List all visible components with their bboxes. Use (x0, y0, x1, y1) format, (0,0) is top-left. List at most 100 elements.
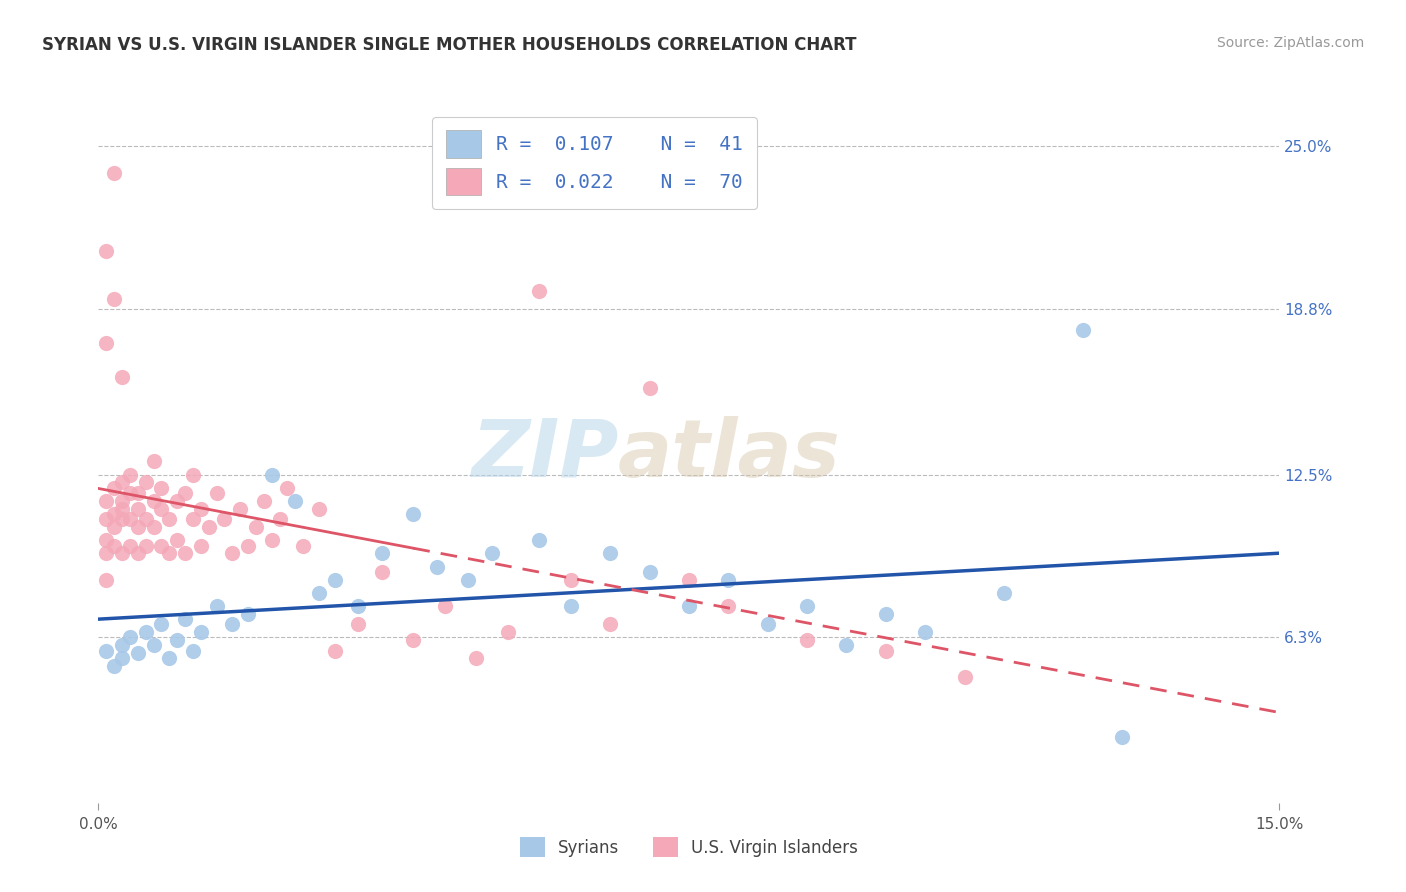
Point (292, 539, 315, 553)
Point (111, 546, 134, 560)
Point (96, 494, 118, 508)
Point (166, 533, 188, 548)
Point (174, 612, 197, 626)
Point (103, 292, 125, 306)
Point (118, 512, 141, 526)
Point (457, 573, 479, 587)
Point (205, 486, 228, 500)
Text: atlas: atlas (619, 416, 841, 494)
Point (118, 631, 141, 645)
Point (103, 166, 125, 180)
Point (127, 486, 149, 500)
Point (96, 546, 118, 560)
Point (276, 481, 298, 495)
Point (214, 512, 236, 526)
Point (599, 617, 621, 632)
Point (953, 670, 976, 684)
Point (465, 651, 488, 665)
Point (347, 617, 370, 632)
Point (323, 643, 346, 657)
Point (426, 559, 449, 574)
Point (142, 454, 165, 468)
Text: ZIP: ZIP (471, 416, 619, 494)
Point (236, 607, 259, 621)
Point (127, 546, 149, 560)
Point (111, 475, 134, 490)
Point (205, 599, 228, 613)
Text: Source: ZipAtlas.com: Source: ZipAtlas.com (1216, 36, 1364, 50)
Point (1071, 323, 1094, 337)
Point (103, 507, 125, 521)
Point (96, 512, 118, 526)
Point (111, 638, 134, 652)
Point (796, 633, 818, 648)
Point (142, 520, 165, 534)
Point (135, 512, 157, 526)
Point (308, 586, 330, 600)
Point (157, 651, 180, 665)
Point (166, 494, 188, 508)
Point (993, 586, 1015, 600)
Point (103, 520, 125, 534)
Point (96, 336, 118, 351)
Point (599, 546, 621, 560)
Point (638, 565, 661, 579)
Point (875, 607, 897, 621)
Point (796, 599, 818, 613)
Point (560, 599, 582, 613)
Point (678, 573, 700, 587)
Point (157, 512, 180, 526)
Point (166, 633, 188, 648)
Point (190, 501, 212, 516)
Point (96, 244, 118, 259)
Point (127, 501, 149, 516)
Point (111, 512, 134, 526)
Point (142, 638, 165, 652)
Point (756, 617, 779, 632)
Point (150, 617, 173, 632)
Point (717, 573, 740, 587)
Point (269, 512, 291, 526)
Point (197, 520, 219, 534)
Point (433, 599, 456, 613)
Point (135, 539, 157, 553)
Point (560, 573, 582, 587)
Point (371, 565, 394, 579)
Point (1111, 730, 1133, 744)
Point (174, 486, 197, 500)
Point (103, 481, 125, 495)
Point (371, 546, 394, 560)
Point (308, 501, 330, 516)
Point (157, 546, 180, 560)
Point (221, 546, 243, 560)
Text: SYRIAN VS U.S. VIRGIN ISLANDER SINGLE MOTHER HOUSEHOLDS CORRELATION CHART: SYRIAN VS U.S. VIRGIN ISLANDER SINGLE MO… (42, 36, 856, 54)
Point (96, 573, 118, 587)
Point (284, 494, 307, 508)
Point (717, 599, 740, 613)
Point (150, 501, 173, 516)
Point (111, 494, 134, 508)
Point (347, 599, 370, 613)
Point (638, 381, 661, 395)
Point (496, 625, 519, 640)
Point (181, 643, 204, 657)
Point (118, 467, 141, 482)
Point (260, 533, 283, 548)
Point (103, 539, 125, 553)
Point (118, 539, 141, 553)
Point (236, 539, 259, 553)
Point (142, 494, 165, 508)
Point (135, 475, 157, 490)
Point (190, 539, 212, 553)
Point (111, 501, 134, 516)
Point (135, 625, 157, 640)
Point (96, 643, 118, 657)
Point (127, 646, 149, 660)
Legend: Syrians, U.S. Virgin Islanders: Syrians, U.S. Virgin Islanders (513, 830, 865, 864)
Point (875, 643, 897, 657)
Point (221, 617, 243, 632)
Point (245, 520, 267, 534)
Point (835, 638, 858, 652)
Point (150, 481, 173, 495)
Point (103, 659, 125, 673)
